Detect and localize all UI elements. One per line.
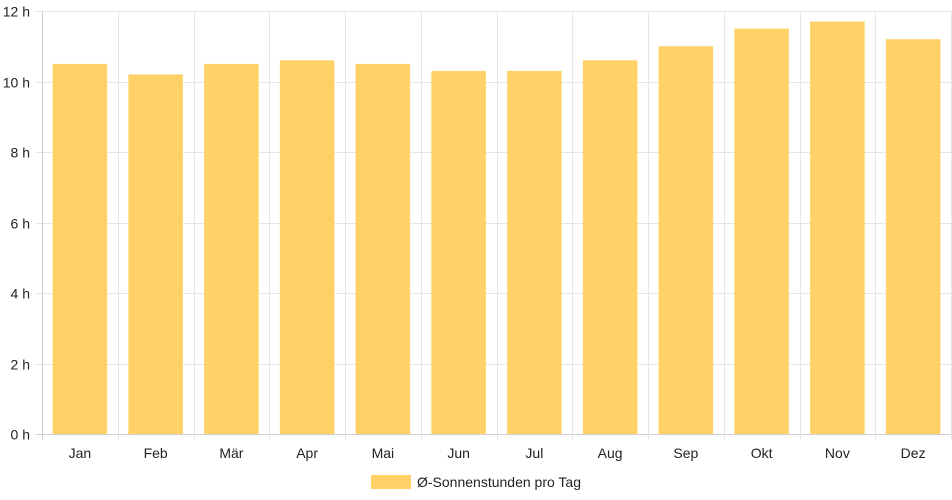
x-tick-label: Aug [598,445,623,461]
x-tick-label: Jul [525,445,543,461]
x-tick-label: Okt [751,445,773,461]
x-tick-label: Feb [144,445,168,461]
bar-dez[interactable] [885,39,941,434]
x-tick-label: Apr [296,445,318,461]
bar-jan[interactable] [52,63,108,434]
grid [36,11,952,440]
x-tick-label: Dez [901,445,926,461]
y-tick-label: 8 h [11,145,30,161]
legend-swatch [371,475,411,489]
x-tick-label: Mär [219,445,243,461]
bar-jun[interactable] [431,70,486,435]
bar-jul[interactable] [507,70,562,435]
bar-okt[interactable] [734,28,789,434]
x-tick-label: Jan [69,445,92,461]
y-tick-label: 4 h [11,286,30,302]
legend-label: Ø-Sonnenstunden pro Tag [417,474,581,490]
legend[interactable]: Ø-Sonnenstunden pro Tag [371,474,581,490]
bar-sep[interactable] [658,46,714,434]
y-tick-label: 12 h [3,4,30,20]
x-tick-label: Jun [447,445,470,461]
axes: 0 h 2 h 4 h 6 h 8 h 10 h 12 h Jan Feb Mär Apr Mai Ju… [3,4,926,462]
bar-aug[interactable] [582,60,638,434]
bar-apr[interactable] [279,60,335,434]
bar-mai[interactable] [355,63,411,434]
y-tick-label: 2 h [11,357,30,373]
y-tick-label: 0 h [11,427,30,443]
bar-nov[interactable] [810,21,865,434]
bars [52,21,941,435]
bar-feb[interactable] [128,74,183,434]
x-tick-label: Mai [372,445,395,461]
bar-mär[interactable] [204,63,259,434]
x-tick-label: Nov [825,445,850,461]
y-tick-label: 10 h [3,75,30,91]
y-tick-label: 6 h [11,216,30,232]
x-tick-label: Sep [673,445,698,461]
